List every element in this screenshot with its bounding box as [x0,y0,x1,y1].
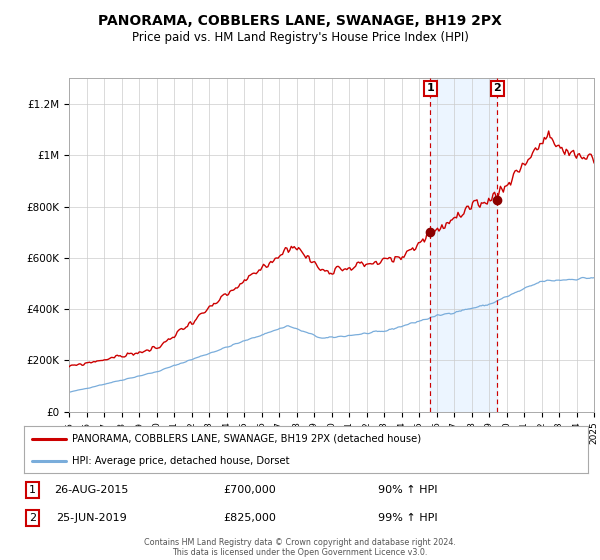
Bar [430,78,497,412]
Text: 90% ↑ HPI: 90% ↑ HPI [378,485,437,495]
Text: £700,000: £700,000 [223,485,276,495]
Text: 1: 1 [427,83,434,94]
Text: PANORAMA, COBBLERS LANE, SWANAGE, BH19 2PX (detached house): PANORAMA, COBBLERS LANE, SWANAGE, BH19 2… [72,434,421,444]
Text: PANORAMA, COBBLERS LANE, SWANAGE, BH19 2PX: PANORAMA, COBBLERS LANE, SWANAGE, BH19 2… [98,14,502,28]
Text: 2: 2 [494,83,501,94]
Text: £825,000: £825,000 [223,513,276,523]
Text: 99% ↑ HPI: 99% ↑ HPI [378,513,437,523]
Text: Price paid vs. HM Land Registry's House Price Index (HPI): Price paid vs. HM Land Registry's House … [131,31,469,44]
Text: 1: 1 [29,485,36,495]
Text: 26-AUG-2015: 26-AUG-2015 [55,485,129,495]
Text: 2: 2 [29,513,36,523]
Text: 25-JUN-2019: 25-JUN-2019 [56,513,127,523]
Text: HPI: Average price, detached house, Dorset: HPI: Average price, detached house, Dors… [72,456,289,466]
Text: Contains HM Land Registry data © Crown copyright and database right 2024.
This d: Contains HM Land Registry data © Crown c… [144,538,456,557]
